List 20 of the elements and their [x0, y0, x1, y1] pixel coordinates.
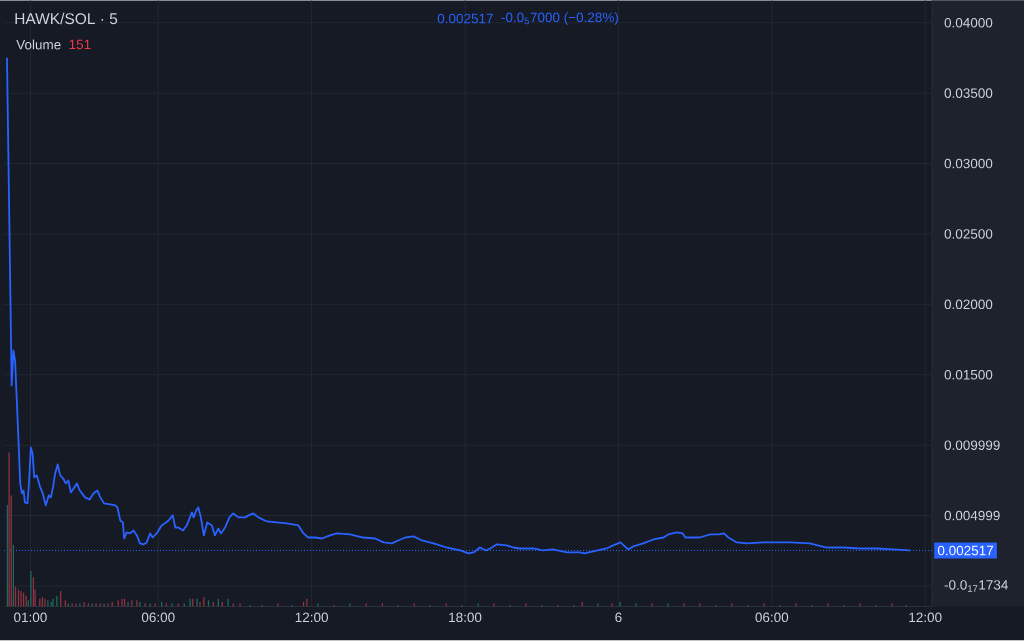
- annotation: 0.002517: [437, 13, 493, 24]
- y-tick-label: 0.02500: [944, 229, 993, 239]
- y-tick-label: 0.03500: [944, 88, 993, 99]
- ref-line-label: 0.002517: [937, 545, 994, 556]
- x-tick-label: 12:00: [295, 612, 328, 623]
- x-tick-label: 6: [615, 612, 622, 623]
- x-tick-label: 18:00: [449, 612, 482, 623]
- x-tick-label: 06:00: [141, 612, 175, 623]
- x-tick-label: 01:00: [14, 612, 47, 623]
- y-tick-label: -0.0$_{17}$1734: [944, 580, 1008, 592]
- y-tick-label: 0.04000: [944, 18, 993, 28]
- y-tick-label: 0.03000: [944, 159, 993, 169]
- y-tick-label: 0.004999: [944, 511, 1000, 521]
- x-tick-label: 12:00: [909, 612, 942, 623]
- annotation: -0.0$_{5}$7000 (−0.28%): [501, 12, 619, 26]
- y-tick-label: 0.009999: [944, 440, 1000, 451]
- y-tick-label: 0.02000: [944, 299, 993, 310]
- text: HAWK/SOL · 5: [15, 13, 118, 25]
- y-tick-label: 0.01500: [944, 370, 993, 380]
- x-tick-label: 06:00: [755, 612, 789, 623]
